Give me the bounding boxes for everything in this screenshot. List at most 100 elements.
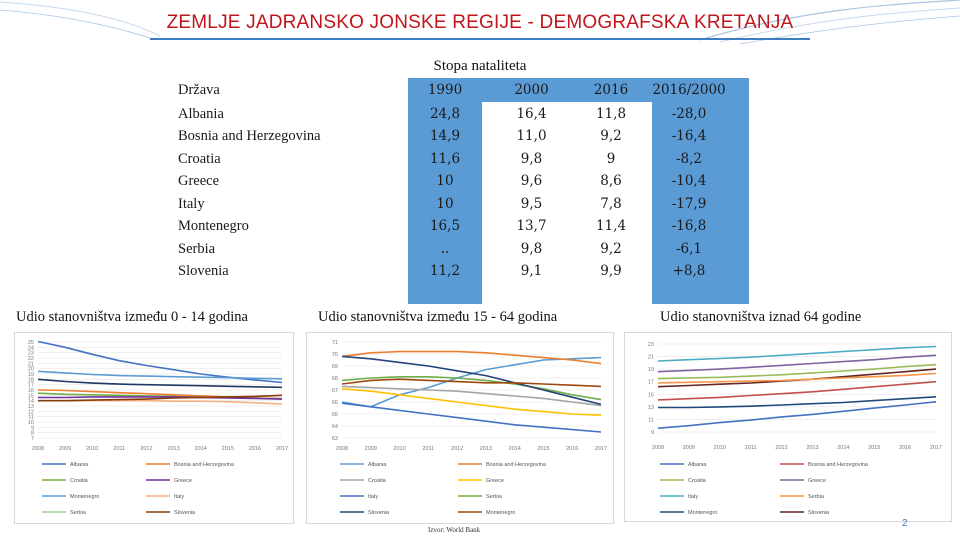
country-name: Montenegro [178, 218, 249, 234]
series-line-slovenia [341, 355, 602, 406]
table-row: Croatia 11,6 9,8 9 -8,2 [174, 148, 749, 171]
legend-label: Albania [70, 462, 89, 468]
series-line-bosnia-and-herzegovina [341, 350, 602, 365]
y-tick-label: 15 [28, 393, 34, 399]
x-tick-label: 2010 [393, 446, 405, 452]
table-row: Slovenia 11,2 9,1 9,9 +8,8 [174, 260, 749, 283]
x-tick-label: 2013 [480, 446, 492, 452]
table-shade-header [408, 78, 749, 102]
y-tick-label: 66 [332, 400, 338, 406]
series-line-italy [341, 402, 602, 433]
legend-label: Slovenia [174, 510, 196, 516]
x-tick-label: 2017 [595, 446, 607, 452]
table-cell: -6,1 [675, 240, 703, 257]
country-name: Slovenia [178, 263, 229, 279]
legend-label: Serbia [808, 494, 825, 500]
country-name: Serbia [178, 240, 216, 257]
table-header-cell: 2000 [514, 82, 549, 98]
chart-0-14: 25 24 23 22 21 20 19 18 17 16 15 14 13 12 11 10 9 8 7 2008 2… [14, 332, 294, 524]
chart-65-plus: 23 21 19 17 15 13 11 9 2008 2009 2010 2011 2012 2013 2… [624, 332, 952, 522]
legend-label: Serbia [70, 510, 87, 516]
y-tick-label: 8 [31, 431, 34, 437]
y-tick-label: 14 [28, 399, 34, 405]
legend-label: Slovenia [368, 510, 390, 516]
series-line-bosnia-and-herzegovina [657, 380, 937, 401]
table-row: Montenegro 16,5 13,7 11,4 -16,8 [174, 215, 749, 238]
y-tick-label: 12 [28, 409, 34, 415]
legend-label: Albania [688, 462, 707, 468]
table-row: Albania 24,8 16,4 11,8 -28,0 [174, 103, 749, 126]
section-title-0-14: Udio stanovništva između 0 - 14 godina [16, 309, 248, 325]
x-tick-label: 2015 [537, 446, 549, 452]
section-title-15-64: Udio stanovništva između 15 - 64 godina [318, 309, 558, 325]
table-cell: 11,4 [595, 218, 627, 234]
legend-label: Croatia [70, 478, 89, 484]
source-note: Izvor: World Bank [428, 526, 481, 534]
x-tick-label: 2008 [336, 446, 348, 452]
slide-title: ZEMLJE JADRANSKO JONSKE REGIJE - DEMOGRA… [166, 12, 794, 33]
x-tick-label: 2011 [422, 446, 434, 452]
x-tick-label: 2017 [276, 446, 288, 452]
y-tick-label: 19 [648, 367, 654, 373]
table-cell: 9,1 [520, 263, 543, 279]
chart-panel-0-14 [14, 332, 294, 524]
y-tick-label: 64 [332, 424, 338, 430]
x-tick-label: 2010 [714, 445, 726, 451]
table-cell: 9,9 [600, 263, 622, 279]
table-cell: 24,8 [429, 105, 461, 122]
table-cell: 13,7 [516, 218, 547, 234]
table-row: Italy 10 9,5 7,8 -17,9 [174, 193, 749, 216]
series-line-serbia [657, 372, 937, 384]
series-line-greece [38, 396, 283, 400]
series-line-albania [657, 401, 937, 429]
y-tick-label: 71 [332, 340, 338, 346]
y-tick-label: 17 [28, 383, 34, 389]
series-line-croatia [657, 363, 937, 380]
legend-label: Italy [174, 494, 184, 500]
legend-label: Albania [368, 462, 387, 468]
y-tick-label: 17 [648, 380, 654, 386]
table-cell: 9,2 [600, 240, 622, 257]
series-line-serbia [37, 378, 283, 389]
table-row: Bosnia and Herzegovina 14,9 11,0 9,2 -16,4 [174, 125, 749, 148]
series-line-greece [657, 354, 937, 373]
legend-label: Serbia [486, 494, 503, 500]
page-number: 2 [902, 518, 908, 529]
table-cell: -17,9 [671, 195, 707, 212]
table-header-cell: Država [178, 82, 220, 98]
table-cell: -16,4 [671, 128, 707, 144]
x-tick-label: 2012 [140, 446, 152, 452]
legend-label: Croatia [368, 478, 387, 484]
x-tick-label: 2013 [806, 445, 818, 451]
series-line-slovenia [38, 394, 283, 402]
legend-label: Italy [688, 494, 698, 500]
y-tick-label: 15 [648, 392, 654, 398]
table-shade-2016-2000 [652, 78, 749, 304]
table-row: Greece 10 9,6 8,6 -10,4 [174, 170, 749, 193]
table-cell: -16,8 [671, 218, 707, 234]
x-tick-label: 2017 [930, 445, 942, 451]
y-tick-label: 21 [28, 361, 34, 367]
table-cell: 10 [436, 173, 454, 189]
x-tick-label: 2014 [509, 446, 521, 452]
table-cell: 14,9 [429, 128, 461, 144]
y-tick-label: 67 [332, 388, 338, 394]
country-name: Albania [178, 105, 224, 122]
country-name: Bosnia and Herzegovina [178, 128, 321, 144]
series-line-croatia [341, 385, 602, 407]
chart-panel-15-64 [306, 332, 614, 524]
y-tick-label: 23 [28, 351, 34, 357]
x-tick-label: 2016 [899, 445, 911, 451]
table-cell: 9,5 [520, 195, 543, 212]
x-tick-label: 2008 [32, 446, 44, 452]
table-cell: 11,8 [595, 105, 627, 122]
table-cell: 11,2 [429, 263, 461, 279]
x-tick-label: 2011 [113, 446, 125, 452]
legend-label: Greece [808, 478, 826, 484]
series-line-italy [657, 345, 937, 362]
x-tick-label: 2009 [59, 446, 71, 452]
series-line-montenegro [658, 396, 937, 409]
table-cell: +8,8 [672, 263, 706, 279]
table-header-cell: 1990 [427, 82, 463, 98]
table-title: Stopa nataliteta [433, 58, 527, 74]
